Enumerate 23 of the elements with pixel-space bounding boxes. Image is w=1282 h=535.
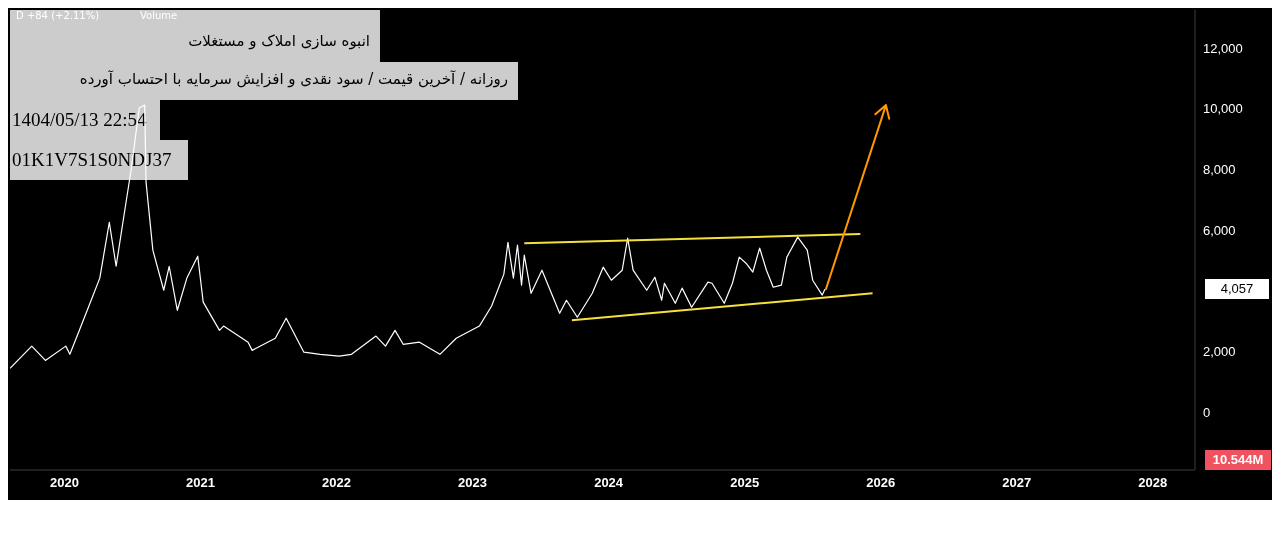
caption-box: 1404/05/13 22:54 <box>10 100 160 140</box>
text: 10.544M <box>1205 450 1271 470</box>
y-tick-label: 0 <box>1203 404 1211 420</box>
y-tick-label: 6,000 <box>1203 222 1236 238</box>
line-series <box>10 104 826 369</box>
annotation: 1404/05/13 22:54 <box>11 109 147 130</box>
annotation: 01K1V7S1S0NDJ37 <box>11 149 172 170</box>
x-tick-label: 2027 <box>1002 475 1032 491</box>
x-tick-label: 2022 <box>322 475 351 491</box>
x-tick-label: 2020 <box>49 475 79 491</box>
x-tick-label: 2026 <box>866 475 896 491</box>
y-tick-label: 12,000 <box>1203 40 1243 56</box>
x-tick-label: 2024 <box>594 475 624 491</box>
caption-box: روزانه / آخرین قیمت / سود نقدی و افزایش سرمایه با احتساب آورده <box>10 62 518 100</box>
text: 4,057 <box>1205 279 1269 300</box>
x-tick-label: 2023 <box>458 475 488 491</box>
y-tick-label: 8,000 <box>1203 162 1236 178</box>
x-tick-label: 2021 <box>186 475 215 491</box>
x-tick-label: 2025 <box>730 475 760 491</box>
y-tick-label: 2,000 <box>1203 344 1236 360</box>
x-tick-label: 2028 <box>1138 475 1168 491</box>
caption-box: 01K1V7S1S0NDJ37 <box>10 140 188 180</box>
y-tick-label: 10,000 <box>1203 101 1243 117</box>
